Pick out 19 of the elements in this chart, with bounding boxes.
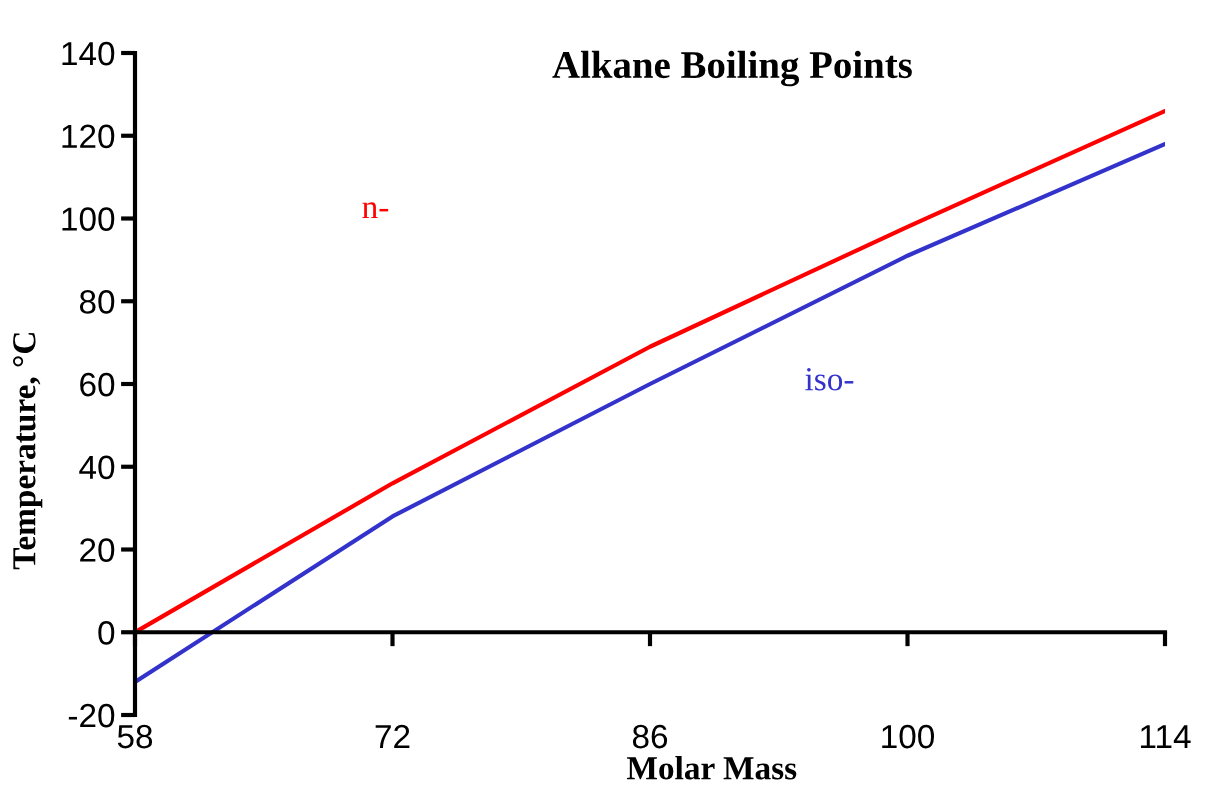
y-tick-label: 100 [62,207,115,231]
y-tick-label: 0 [98,621,115,645]
y-tick-label: 60 [80,372,115,397]
y-tick-label: 140 [62,41,115,66]
x-tick-label: 100 [882,724,935,749]
text: n- [362,202,389,219]
x-tick-label: 72 [375,724,410,749]
y-tick-label: 120 [62,124,115,149]
x-tick-label: 86 [632,724,668,749]
y-tick-label: 80 [79,290,115,314]
chart-title: Alkane Boiling Points [552,50,912,87]
y-tick-label: 40 [79,455,115,480]
y-tick-label: -20 [68,703,115,728]
x-tick-label: 58 [117,724,153,749]
series-label: iso- [805,368,854,391]
y-axis-title: Temperature, °C [13,333,43,570]
y-tick-label: 20 [80,538,115,562]
x-tick-label: 114 [1140,725,1191,749]
x-axis-title: Molar Mass [627,756,797,780]
